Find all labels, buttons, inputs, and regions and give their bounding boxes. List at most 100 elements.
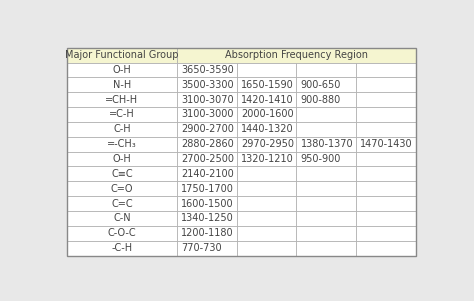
- Bar: [296, 137, 356, 152]
- Text: 1380-1370: 1380-1370: [301, 139, 353, 149]
- Bar: [356, 211, 416, 226]
- Text: 900-880: 900-880: [301, 95, 341, 105]
- Text: 950-900: 950-900: [301, 154, 341, 164]
- Bar: [67, 92, 177, 107]
- Bar: [296, 166, 356, 181]
- Bar: [67, 48, 416, 256]
- Bar: [296, 211, 356, 226]
- Bar: [237, 211, 296, 226]
- Text: C≡C: C≡C: [111, 169, 133, 179]
- Bar: [356, 241, 416, 256]
- Bar: [356, 63, 416, 77]
- Bar: [67, 48, 177, 63]
- Text: 3100-3000: 3100-3000: [181, 110, 234, 119]
- Bar: [356, 166, 416, 181]
- Bar: [237, 107, 296, 122]
- Bar: [296, 241, 356, 256]
- Text: N-H: N-H: [113, 80, 131, 90]
- Bar: [356, 137, 416, 152]
- Text: 1600-1500: 1600-1500: [181, 199, 234, 209]
- Text: 1420-1410: 1420-1410: [241, 95, 293, 105]
- Bar: [67, 63, 177, 77]
- Bar: [67, 196, 177, 211]
- Bar: [67, 77, 177, 92]
- Bar: [67, 166, 177, 181]
- Bar: [177, 241, 237, 256]
- Bar: [296, 181, 356, 196]
- Bar: [356, 92, 416, 107]
- Bar: [177, 181, 237, 196]
- Bar: [356, 181, 416, 196]
- Bar: [177, 226, 237, 241]
- Bar: [67, 152, 177, 166]
- Text: 1320-1210: 1320-1210: [241, 154, 294, 164]
- Text: 3650-3590: 3650-3590: [181, 65, 234, 75]
- Bar: [237, 92, 296, 107]
- Bar: [237, 196, 296, 211]
- Bar: [67, 181, 177, 196]
- Text: 2970-2950: 2970-2950: [241, 139, 294, 149]
- Bar: [237, 77, 296, 92]
- Bar: [177, 137, 237, 152]
- Bar: [356, 196, 416, 211]
- Text: C-O-C: C-O-C: [108, 228, 136, 238]
- Text: =-CH₃: =-CH₃: [107, 139, 137, 149]
- Bar: [67, 137, 177, 152]
- Text: 1440-1320: 1440-1320: [241, 124, 293, 134]
- Text: Absorption Frequency Region: Absorption Frequency Region: [225, 50, 368, 60]
- Bar: [67, 226, 177, 241]
- Bar: [237, 181, 296, 196]
- Bar: [296, 196, 356, 211]
- Bar: [177, 122, 237, 137]
- Text: 1650-1590: 1650-1590: [241, 80, 294, 90]
- Bar: [177, 77, 237, 92]
- Text: 900-650: 900-650: [301, 80, 341, 90]
- Bar: [177, 152, 237, 166]
- Bar: [67, 122, 177, 137]
- Text: 770-730: 770-730: [181, 243, 222, 253]
- Text: O-H: O-H: [112, 154, 131, 164]
- Bar: [296, 152, 356, 166]
- Bar: [296, 226, 356, 241]
- Bar: [67, 241, 177, 256]
- Text: O-H: O-H: [112, 65, 131, 75]
- Text: 2700-2500: 2700-2500: [181, 154, 234, 164]
- Bar: [237, 63, 296, 77]
- Text: =C-H: =C-H: [109, 110, 135, 119]
- Bar: [177, 107, 237, 122]
- Bar: [237, 137, 296, 152]
- Text: 2140-2100: 2140-2100: [181, 169, 234, 179]
- Bar: [296, 92, 356, 107]
- Text: 1750-1700: 1750-1700: [181, 184, 234, 194]
- Text: 1200-1180: 1200-1180: [181, 228, 234, 238]
- Bar: [237, 122, 296, 137]
- Bar: [67, 211, 177, 226]
- Text: -C-H: -C-H: [111, 243, 133, 253]
- Bar: [296, 63, 356, 77]
- Text: 1340-1250: 1340-1250: [181, 213, 234, 223]
- Bar: [177, 48, 416, 63]
- Bar: [237, 166, 296, 181]
- Text: 3100-3070: 3100-3070: [181, 95, 234, 105]
- Text: 2880-2860: 2880-2860: [181, 139, 234, 149]
- Bar: [237, 241, 296, 256]
- Text: =CH-H: =CH-H: [105, 95, 138, 105]
- Bar: [356, 77, 416, 92]
- Bar: [177, 211, 237, 226]
- Bar: [177, 196, 237, 211]
- Text: 2000-1600: 2000-1600: [241, 110, 293, 119]
- Bar: [356, 226, 416, 241]
- Text: 1470-1430: 1470-1430: [360, 139, 413, 149]
- Bar: [296, 122, 356, 137]
- Bar: [356, 107, 416, 122]
- Text: C-H: C-H: [113, 124, 131, 134]
- Bar: [296, 77, 356, 92]
- Text: 2900-2700: 2900-2700: [181, 124, 234, 134]
- Text: C=C: C=C: [111, 199, 133, 209]
- Bar: [67, 107, 177, 122]
- Bar: [356, 122, 416, 137]
- Bar: [237, 152, 296, 166]
- Bar: [177, 63, 237, 77]
- Bar: [177, 92, 237, 107]
- Text: Major Functional Group: Major Functional Group: [65, 50, 179, 60]
